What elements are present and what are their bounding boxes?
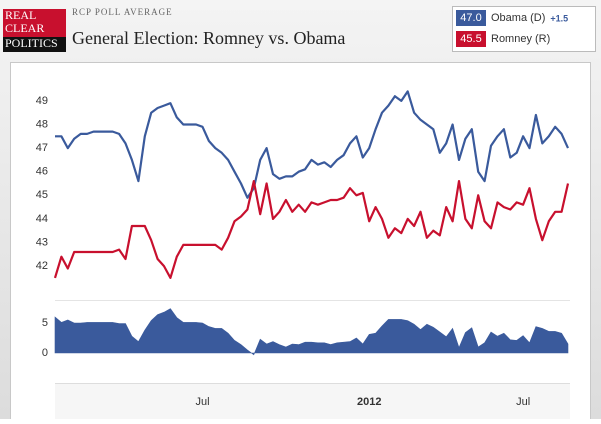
series-line [53,180,570,279]
y-tick-label: 0 [42,347,48,359]
logo-text: CLEAR [5,21,44,35]
y-tick-label: 43 [36,236,48,248]
x-axis-band [55,383,570,419]
chart-title: General Election: Romney vs. Obama [72,28,345,48]
y-tick-label: 45 [36,189,48,201]
logo-bottom [3,37,66,52]
legend-value: 45.5 [460,33,481,45]
x-tick-label: Jul [516,396,530,408]
series-line [55,90,570,199]
x-tick-label: Jul [195,396,209,408]
logo-text: POLITICS [5,36,58,50]
y-tick-label: 47 [36,142,48,154]
logo-top [3,9,66,37]
y-tick-label: 49 [36,95,48,107]
logo-text: REAL [5,8,36,22]
y-tick-label: 44 [36,213,48,225]
y-tick-label: 5 [42,317,48,329]
y-tick-label: 42 [36,260,48,272]
legend-swatch [456,31,486,47]
x-tick-label: 2012 [357,396,381,408]
chart-panel [10,62,591,423]
legend-spread: +1.5 [550,13,568,23]
legend-label: Obama (D) [491,12,545,24]
legend-swatch [456,10,486,26]
y-tick-label: 48 [36,118,48,130]
spread-area [54,308,569,356]
legend-value: 47.0 [460,12,481,24]
kicker: RCP POLL AVERAGE [72,7,173,17]
legend-label: Romney (R) [491,33,550,45]
y-tick-label: 46 [36,166,48,178]
